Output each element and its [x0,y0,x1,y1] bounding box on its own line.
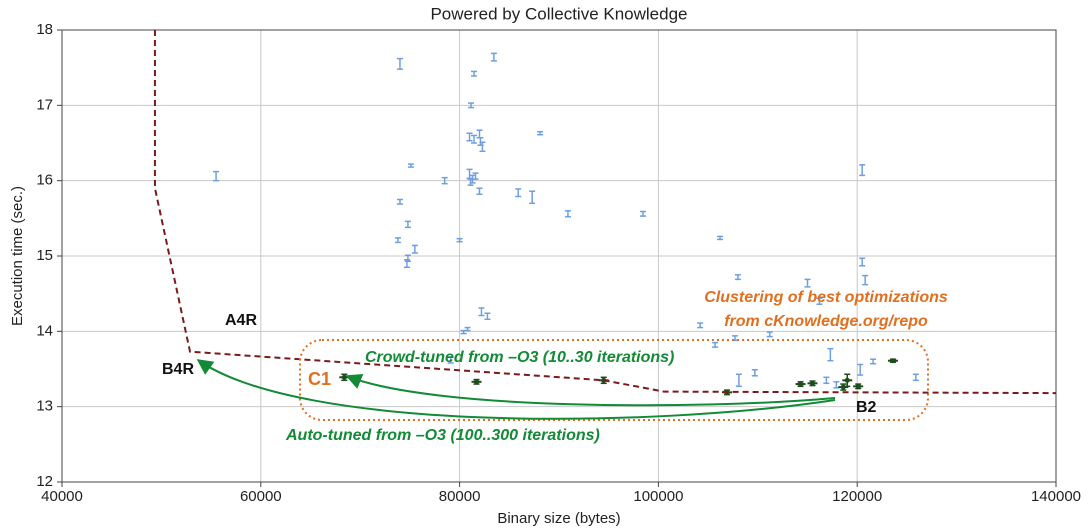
error-bar [639,210,646,217]
error-bar [466,132,473,142]
error-bar [476,187,483,195]
error-bar [887,358,898,364]
annotation: Clustering of best optimizations [704,289,948,306]
error-bar [468,102,475,109]
marker [844,377,850,383]
chart-title: Powered by Collective Knowledge [430,4,687,23]
error-bar [471,378,482,385]
error-bar [479,141,486,153]
error-bar [697,322,704,329]
y-tick-label: 17 [36,96,53,113]
y-tick-label: 14 [36,322,53,339]
error-bar [842,373,853,388]
error-bar [735,373,742,388]
error-bar [404,220,411,229]
annotation: C1 [308,369,331,389]
error-bar [484,312,491,321]
x-tick-label: 100000 [633,488,683,505]
y-tick-label: 13 [36,398,53,415]
error-bar [734,274,741,281]
error-bar [490,52,497,62]
marker [341,374,347,380]
error-bar [804,278,811,288]
error-bar [464,326,471,332]
grid [61,29,1057,483]
y-tick-label: 15 [36,247,53,264]
marker [809,380,815,386]
error-bar [394,237,401,244]
y-axis-label: Execution time (sec.) [9,186,26,326]
error-bar [515,188,522,198]
error-bar [853,383,864,390]
x-tick-label: 140000 [1031,488,1081,505]
error-bar [712,341,719,348]
marks [153,30,1057,396]
error-bar [857,363,864,376]
annotation: Auto-tuned from –O3 (100..300 iterations… [285,427,600,444]
error-bar [471,70,478,77]
marker [855,383,861,389]
error-bar [537,130,544,136]
x-tick-label: 120000 [832,488,882,505]
error-bar [466,168,473,180]
error-bar [564,210,571,218]
error-bar [478,307,485,317]
x-tick-label: 40000 [41,488,83,505]
annotation: A4R [225,312,257,329]
error-bar [912,373,919,382]
error-bar [467,178,474,186]
error-bar [827,347,834,362]
cluster-outline [299,339,929,421]
error-bar [859,164,866,177]
frontier-line [153,30,1057,395]
error-bar [807,380,818,387]
error-bar [441,176,448,185]
marker [840,384,846,390]
error-bar [529,190,536,205]
error-bar [859,257,866,267]
annotation: B4R [162,361,194,378]
error-bar [396,57,403,70]
annotation: Crowd-tuned from –O3 (10..30 iterations) [365,349,674,366]
y-tick-label: 16 [36,172,53,189]
error-bar [717,235,724,241]
error-bar [766,331,773,338]
arrow [345,374,836,407]
error-bar [476,129,483,139]
error-bar [213,170,220,182]
error-bar [456,237,463,243]
error-bar [823,376,830,385]
error-bar [816,297,823,305]
error-bar [472,172,479,180]
error-bar [795,381,806,388]
marker [473,379,479,385]
error-bar [447,356,454,364]
error-bar [862,274,869,286]
error-bar [870,358,877,365]
y-tick-label: 18 [36,21,53,38]
error-bar [407,163,414,168]
annotation: B2 [856,399,877,416]
error-bar [751,369,758,377]
error-bar [403,259,410,269]
error-bar [838,383,849,391]
error-bar [396,198,403,205]
arrow [196,359,836,420]
annotation: from cKnowledge.org/repo [724,313,928,330]
x-tick-label: 80000 [439,488,481,505]
marker [890,358,896,364]
marker [798,381,804,387]
x-axis-label: Binary size (bytes) [497,510,620,527]
error-bar [471,134,478,144]
error-bar [411,244,418,254]
y-tick-label: 12 [36,473,53,490]
x-tick-label: 60000 [240,488,282,505]
